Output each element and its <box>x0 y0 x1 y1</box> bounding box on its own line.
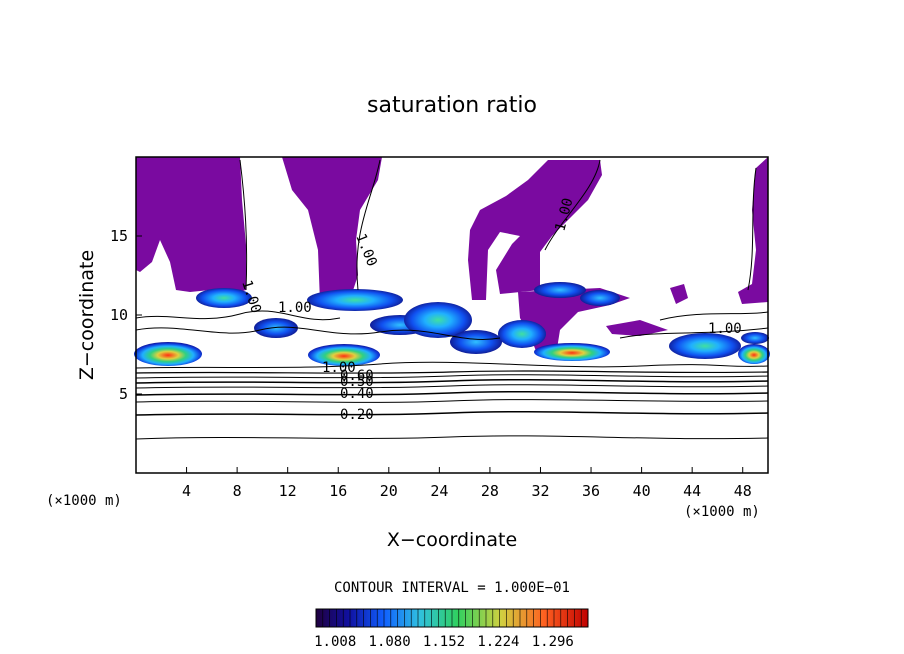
x-tick-label: 40 <box>633 482 651 500</box>
cloud-patch <box>669 333 741 359</box>
cloud-patch <box>254 318 298 338</box>
contour-label: 0.60 <box>340 368 374 384</box>
chart-title: saturation ratio <box>367 93 537 118</box>
cloud-patch <box>738 344 770 364</box>
cloud-patch <box>741 332 769 344</box>
cloud-patch <box>196 288 252 308</box>
contour-label: 0.50 <box>340 374 374 390</box>
x-unit-right: (×1000 m) <box>684 504 760 520</box>
contour-label: 1.00 <box>322 360 356 376</box>
x-tick-label: 28 <box>481 482 499 500</box>
y-tick-label: 15 <box>110 227 128 245</box>
cloud-patch <box>134 342 202 366</box>
y-tick-label: 10 <box>110 306 128 324</box>
cloud-patch <box>308 344 380 366</box>
cloud-patch <box>498 320 546 348</box>
plot-area: 1.00 1.00 1.00 1.00 1.00 1.00 0.60 0.50 … <box>134 156 770 474</box>
saturation-region <box>136 157 246 295</box>
contour-label: 0.20 <box>340 407 374 423</box>
saturation-region <box>738 157 768 304</box>
x-tick-label: 32 <box>531 482 549 500</box>
colorbar-tick-label: 1.080 <box>369 634 411 650</box>
colorbar-ticks: 1.008 1.080 1.152 1.224 1.296 <box>314 634 574 650</box>
colorbar-tick-label: 1.296 <box>532 634 574 650</box>
saturation-region <box>468 160 602 300</box>
cloud-patch <box>580 290 620 306</box>
contour-lines <box>135 159 769 440</box>
y-tick-label: 5 <box>119 385 128 403</box>
colorbar-tick-label: 1.152 <box>423 634 465 650</box>
colorbar-tick-label: 1.224 <box>477 634 519 650</box>
x-tick-label: 24 <box>430 482 448 500</box>
x-tick-label: 20 <box>380 482 398 500</box>
x-tick-label: 4 <box>182 482 191 500</box>
colorbar-divisions <box>322 609 582 627</box>
x-tick-label: 12 <box>279 482 297 500</box>
x-tick-label: 36 <box>582 482 600 500</box>
cloud-patch <box>534 282 586 298</box>
x-tick-label: 8 <box>233 482 242 500</box>
cloud-patch <box>404 302 472 338</box>
y-axis-ticks: 5 10 15 <box>110 227 142 403</box>
x-tick-label: 16 <box>329 482 347 500</box>
x-axis-ticks: 4 8 12 16 20 24 28 32 36 40 44 48 <box>182 467 752 500</box>
x-axis-label: X−coordinate <box>387 529 517 551</box>
saturation-region <box>670 284 688 304</box>
x-unit-left: (×1000 m) <box>46 493 122 509</box>
cloud-patch <box>534 343 610 361</box>
contour-label: 1.00 <box>708 321 742 337</box>
cloud-patch <box>307 289 403 311</box>
contour-labels: 1.00 1.00 1.00 1.00 1.00 1.00 0.60 0.50 … <box>238 196 742 423</box>
colorbar-tick-label: 1.008 <box>314 634 356 650</box>
y-axis-label: Z−coordinate <box>76 250 98 380</box>
saturation-region <box>606 320 668 336</box>
x-tick-label: 44 <box>683 482 701 500</box>
x-tick-label: 48 <box>734 482 752 500</box>
contour-label: 1.00 <box>278 300 312 316</box>
contour-interval-text: CONTOUR INTERVAL = 1.000E−01 <box>334 580 570 596</box>
cloud-patches <box>134 282 770 366</box>
contour-label: 0.40 <box>340 386 374 402</box>
cloud-patch <box>450 330 502 354</box>
